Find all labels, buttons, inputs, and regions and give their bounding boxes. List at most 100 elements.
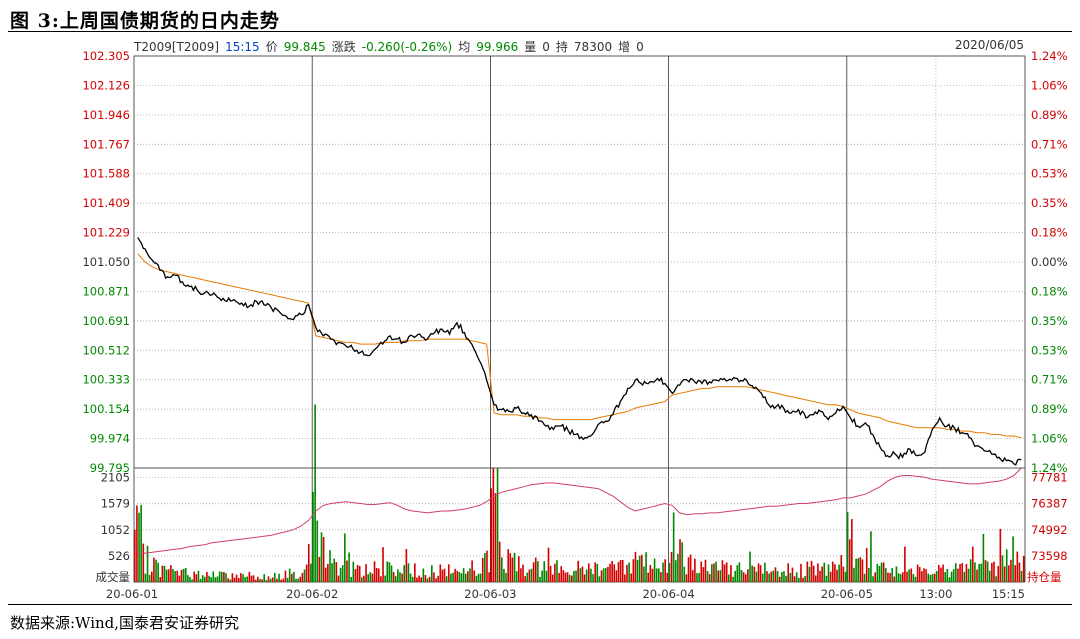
volume-bar <box>736 565 739 582</box>
volume-bar <box>971 546 974 582</box>
volume-bar <box>859 557 862 582</box>
volume-bar <box>806 561 809 582</box>
volume-bar <box>341 565 344 582</box>
volume-bar <box>778 576 781 582</box>
volume-bar <box>316 520 319 582</box>
volume-bar <box>558 572 560 582</box>
volume-bar <box>159 577 162 582</box>
volume-bar <box>685 574 688 582</box>
volume-bar <box>988 570 991 582</box>
volume-bar <box>492 467 495 582</box>
volume-bar <box>405 548 408 582</box>
y-right-tick-label: 1.24% <box>1031 49 1068 63</box>
volume-bar <box>921 571 923 582</box>
volume-bar <box>479 573 482 582</box>
volume-bar <box>674 560 677 582</box>
volume-bar <box>420 577 423 582</box>
volume-bar <box>554 563 556 582</box>
volume-bar <box>199 578 202 582</box>
volume-bar <box>831 561 834 582</box>
volume-bar <box>475 575 478 582</box>
volume-bar <box>668 562 671 582</box>
y-right-tick-label: 0.18% <box>1031 284 1068 298</box>
volume-bar <box>583 574 586 582</box>
volume-bar <box>604 567 607 582</box>
volume-bar <box>532 562 535 582</box>
volume-bar <box>647 572 650 582</box>
y-left-tick-label: 101.050 <box>82 255 130 269</box>
volume-bar <box>848 539 851 582</box>
volume-bar <box>940 567 942 582</box>
volume-bar <box>834 564 836 582</box>
volume-bar <box>161 565 164 582</box>
volume-bar <box>422 568 425 582</box>
volume-bar <box>653 558 656 582</box>
volume-bar <box>318 556 321 582</box>
volume-bar <box>664 559 666 582</box>
volume-bar <box>954 563 957 582</box>
volume-bar <box>619 560 622 582</box>
contract-code: T2009[T2009] <box>134 40 220 54</box>
price-line <box>137 237 1022 466</box>
volume-bar <box>403 565 406 582</box>
volume-bar <box>197 570 200 582</box>
y-right-tick-label: 0.71% <box>1031 137 1068 151</box>
volume-bar <box>227 578 229 582</box>
volume-bar <box>1020 570 1023 582</box>
y-left-tick-label: 100.512 <box>82 343 130 357</box>
y-left-tick-label: 101.767 <box>82 137 130 151</box>
volume-bar <box>539 576 541 582</box>
y-left-tick-label: 101.946 <box>82 108 130 122</box>
volume-bar <box>178 575 181 582</box>
volume-bar <box>613 564 616 582</box>
volume-bar <box>800 563 802 582</box>
header-date: 2020/06/05 <box>954 38 1024 52</box>
x-tick-label: 15:15 <box>992 587 1025 601</box>
volume-bar <box>677 553 679 582</box>
volume-bar <box>505 572 507 582</box>
volume-bar <box>889 572 891 582</box>
volume-bar <box>730 565 732 582</box>
volume-bar <box>906 571 908 582</box>
volume-bar <box>280 579 282 582</box>
volume-bar <box>189 576 191 582</box>
oi-value: 78300 <box>573 40 613 54</box>
volume-bar <box>543 561 546 582</box>
figure-title: 图 3:上周国债期货的日内走势 <box>10 10 280 32</box>
volume-bar <box>339 567 342 582</box>
volume-bar <box>254 579 257 582</box>
volume-bar <box>460 573 463 582</box>
volume-bar <box>657 568 660 582</box>
volume-bar <box>138 512 140 582</box>
volume-bar <box>950 571 953 582</box>
volume-bar <box>717 570 720 582</box>
volume-bar <box>360 577 363 582</box>
volume-bar <box>170 565 172 582</box>
volume-bar <box>146 545 149 582</box>
volume-bar <box>452 572 454 582</box>
volume-bar <box>914 576 917 582</box>
volume-bar <box>547 547 550 582</box>
volume-bar <box>897 573 900 582</box>
volume-bar <box>825 575 828 582</box>
volume-bar <box>986 561 989 582</box>
volume-bar <box>732 576 734 582</box>
volume-bar <box>498 541 501 582</box>
volume-bar <box>689 554 692 582</box>
volume-bar <box>895 566 898 582</box>
volume-bar <box>687 557 690 582</box>
volume-label: 量 <box>524 40 537 54</box>
volume-bar <box>715 561 717 582</box>
volume-bar <box>335 562 338 582</box>
volume-bar <box>450 573 452 582</box>
volume-bar <box>1016 551 1019 582</box>
volume-bar <box>579 568 582 582</box>
volume-bar <box>611 560 613 582</box>
volume-axis-title: 成交量 <box>96 570 131 584</box>
volume-bar <box>755 571 758 582</box>
volume-bar <box>1022 555 1025 582</box>
volume-bar <box>445 576 448 582</box>
volume-bar <box>744 574 747 582</box>
price-change: -0.260(-0.26%) <box>361 40 453 54</box>
